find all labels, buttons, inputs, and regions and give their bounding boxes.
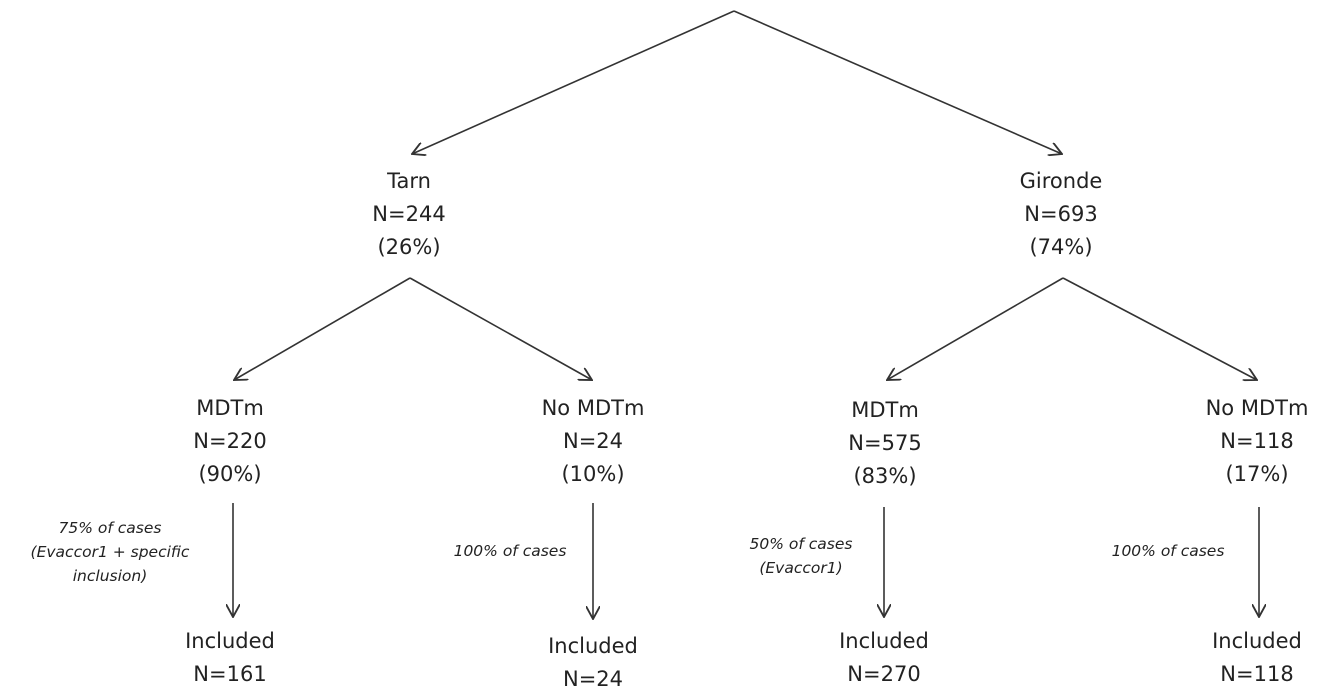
- node-label: MDTm: [851, 398, 919, 422]
- note-tarn-no-mdtm: 100% of cases: [454, 539, 567, 563]
- node-percent: (83%): [853, 464, 917, 488]
- note-line: 100% of cases: [1111, 542, 1225, 560]
- node-percent: (90%): [198, 462, 262, 486]
- note-gironde-no-mdtm: 100% of cases: [1112, 539, 1225, 563]
- node-label: Included: [548, 634, 638, 658]
- node-count: N=161: [193, 662, 267, 686]
- node-percent: (10%): [561, 462, 625, 486]
- node-gironde-mdtm-included: Included N=270: [839, 625, 929, 691]
- node-label: Gironde: [1019, 169, 1103, 193]
- node-count: N=693: [1024, 202, 1098, 226]
- node-label: Included: [185, 629, 275, 653]
- node-gironde: Gironde N=693 (74%): [1020, 165, 1103, 264]
- node-percent: (26%): [377, 235, 441, 259]
- node-gironde-mdtm: MDTm N=575 (83%): [848, 394, 921, 493]
- edge-root-gironde: [733, 10, 1062, 154]
- note-line: 75% of cases: [58, 519, 162, 537]
- node-count: N=118: [1220, 429, 1294, 453]
- edge-tarn-mdtm: [234, 277, 411, 380]
- node-count: N=24: [562, 429, 624, 453]
- note-tarn-mdtm: 75% of cases (Evaccor1 + specific inclus…: [31, 516, 190, 588]
- note-line: (Evaccor1): [759, 559, 843, 577]
- note-gironde-mdtm: 50% of cases (Evaccor1): [750, 532, 853, 580]
- node-label: Tarn: [387, 169, 431, 193]
- node-gironde-no-mdtm-included: Included N=118: [1212, 625, 1302, 691]
- node-tarn-no-mdtm: No MDTm N=24 (10%): [542, 392, 645, 491]
- node-percent: (17%): [1225, 462, 1289, 486]
- node-percent: (74%): [1029, 235, 1093, 259]
- node-tarn-mdtm-included: Included N=161: [185, 625, 275, 691]
- edge-root-tarn: [412, 10, 735, 154]
- node-label: MDTm: [196, 396, 264, 420]
- note-line: 50% of cases: [749, 535, 853, 553]
- node-count: N=220: [193, 429, 267, 453]
- edge-tarn-no-mdtm: [409, 277, 592, 380]
- node-count: N=244: [372, 202, 446, 226]
- node-label: No MDTm: [1205, 396, 1309, 420]
- note-line: 100% of cases: [453, 542, 567, 560]
- node-count: N=118: [1220, 662, 1294, 686]
- edge-gironde-mdtm: [887, 277, 1064, 380]
- edge-gironde-no-mdtm: [1062, 277, 1257, 380]
- note-line: (Evaccor1 + specific: [30, 543, 190, 561]
- node-tarn-no-mdtm-included: Included N=24: [548, 630, 638, 696]
- node-tarn-mdtm: MDTm N=220 (90%): [193, 392, 266, 491]
- node-count: N=270: [847, 662, 921, 686]
- node-tarn: Tarn N=244 (26%): [372, 165, 445, 264]
- node-label: No MDTm: [541, 396, 645, 420]
- node-gironde-no-mdtm: No MDTm N=118 (17%): [1206, 392, 1309, 491]
- node-label: Included: [1212, 629, 1302, 653]
- node-label: Included: [839, 629, 929, 653]
- node-count: N=575: [848, 431, 922, 455]
- node-count: N=24: [562, 667, 624, 691]
- note-line: inclusion): [72, 567, 148, 585]
